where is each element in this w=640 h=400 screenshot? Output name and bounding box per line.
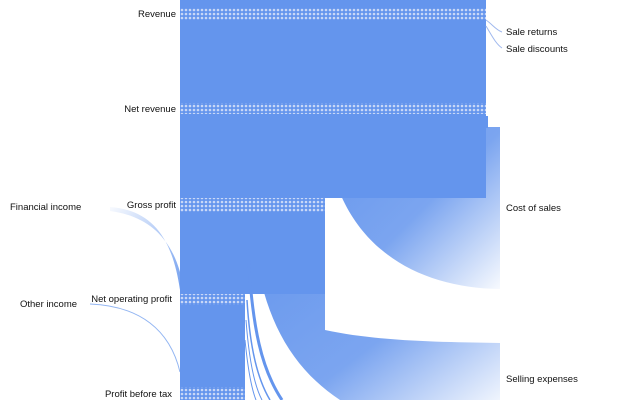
label-revenue: Revenue: [138, 9, 176, 20]
node-net-operating-profit: [180, 294, 245, 305]
label-cost-of-sales: Cost of sales: [506, 203, 561, 214]
label-financial-income: Financial income: [10, 202, 81, 213]
label-gross-profit: Gross profit: [127, 200, 176, 211]
node-gross-profit: [180, 198, 325, 212]
flow-selling-expenses: [250, 212, 500, 400]
label-net-operating-profit: Net operating profit: [91, 294, 172, 305]
flow-branch-1: [246, 249, 284, 400]
node-profit-before-tax: [180, 387, 245, 400]
label-sale-returns: Sale returns: [506, 27, 557, 38]
flow-branch-4: [244, 339, 257, 400]
label-other-income: Other income: [20, 299, 77, 310]
node-net-revenue: [180, 103, 486, 114]
flow-cost-of-sales: [325, 114, 500, 289]
flow-net-operating-profit-before-tax: [180, 305, 245, 387]
flow-sale-discounts: [485, 25, 503, 49]
flow-other-income: [89, 303, 181, 373]
node-revenue: [180, 8, 486, 20]
flow-branch-3: [245, 319, 263, 400]
flow-financial-income: [110, 207, 180, 290]
label-net-revenue: Net revenue: [124, 104, 176, 115]
flow-branch-2: [246, 299, 271, 400]
label-profit-before-tax: Profit before tax: [105, 389, 172, 400]
label-selling-expenses: Selling expenses: [506, 374, 578, 385]
flow-sale-returns: [485, 19, 503, 33]
label-sale-discounts: Sale discounts: [506, 44, 568, 55]
